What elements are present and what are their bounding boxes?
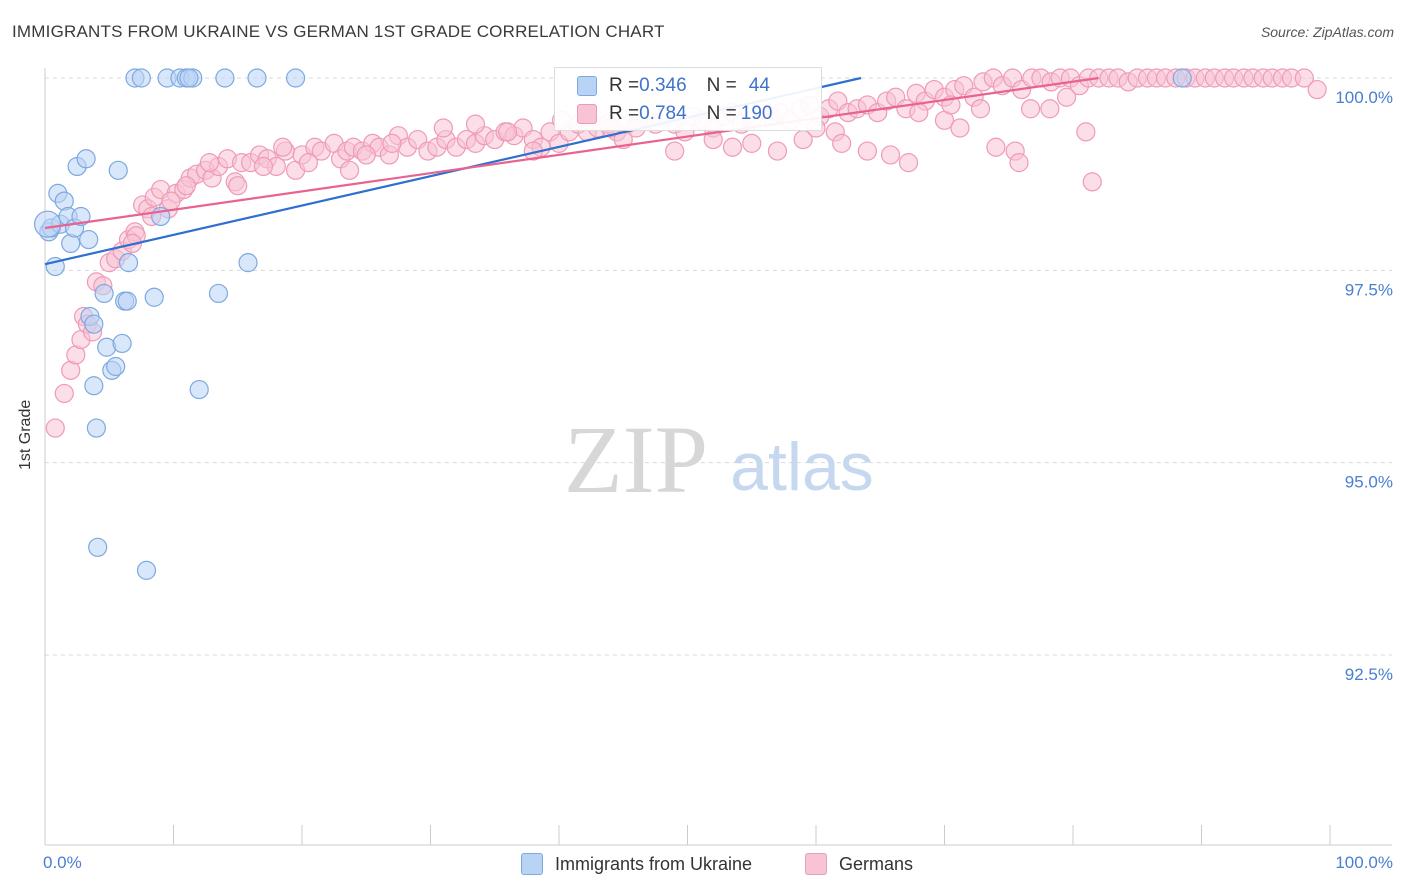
data-point-germans xyxy=(1056,87,1077,107)
correlation-legend: R = 0.346 N = 44 R = 0.784 N = 190 xyxy=(554,67,822,131)
legend-r-value-ukraine: 0.346 xyxy=(639,75,687,96)
data-point-ukraine xyxy=(1172,68,1192,88)
data-point-germans xyxy=(54,383,74,404)
data-point-ukraine xyxy=(71,206,91,227)
data-point-ukraine xyxy=(118,253,139,273)
legend-n-value-germans: 190 xyxy=(740,103,773,124)
data-point-ukraine xyxy=(88,537,108,557)
data-point-germans xyxy=(1307,79,1327,100)
data-point-ukraine xyxy=(106,356,126,377)
y-tick-label: 92.5% xyxy=(1345,665,1393,684)
data-point-ukraine xyxy=(79,229,99,250)
data-point-ukraine xyxy=(208,283,229,304)
watermark: ZIP atlas xyxy=(564,406,874,513)
legend-swatch-germans xyxy=(577,104,597,124)
y-tick-label: 100.0% xyxy=(1335,88,1393,107)
data-point-ukraine xyxy=(179,68,199,88)
data-point-ukraine xyxy=(33,210,62,238)
data-point-germans xyxy=(986,137,1006,157)
y-tick-labels: 92.5% 95.0% 97.5% 100.0% xyxy=(1335,88,1393,684)
legend-r-label: R = xyxy=(609,103,640,124)
data-point-ukraine xyxy=(136,560,157,580)
data-point-germans xyxy=(465,114,486,134)
data-point-ukraine xyxy=(84,376,104,396)
data-point-ukraine xyxy=(108,160,128,180)
data-point-germans xyxy=(176,176,196,196)
data-point-germans xyxy=(767,141,788,161)
data-point-germans xyxy=(253,156,274,177)
data-point-germans xyxy=(970,99,991,119)
legend-row-germans: R = 0.784 N = 190 xyxy=(577,102,772,126)
x-tick-label: 100.0% xyxy=(1335,853,1393,872)
data-point-germans xyxy=(1082,172,1102,192)
data-point-ukraine xyxy=(238,253,258,273)
legend-label-germans: Germans xyxy=(839,853,914,874)
watermark-atlas: atlas xyxy=(730,429,874,505)
data-point-germans xyxy=(228,176,248,196)
gridlines xyxy=(45,77,1392,656)
data-point-germans xyxy=(1294,68,1314,88)
data-point-germans xyxy=(742,133,762,153)
data-point-germans xyxy=(722,137,743,157)
data-point-germans xyxy=(273,137,293,157)
data-point-ukraine xyxy=(144,287,164,307)
watermark-zip: ZIP xyxy=(564,406,708,513)
axes xyxy=(44,68,1392,846)
legend-row-ukraine: R = 0.346 N = 44 xyxy=(577,74,770,98)
y-tick-label: 97.5% xyxy=(1345,280,1393,299)
data-point-germans xyxy=(1040,99,1060,119)
legend-n-label: N = xyxy=(706,75,737,96)
chart-title: IMMIGRANTS FROM UKRAINE VS GERMAN 1ST GR… xyxy=(12,22,665,41)
legend-swatch-ukraine xyxy=(577,76,597,96)
legend-swatch-ukraine xyxy=(521,853,543,875)
data-point-germans xyxy=(498,122,518,142)
legend-item-ukraine[interactable]: Immigrants from Ukraine xyxy=(521,853,752,875)
legend-n-label: N = xyxy=(706,103,737,124)
legend-item-germans[interactable]: Germans xyxy=(805,853,913,875)
data-point-ukraine xyxy=(84,314,104,334)
series-legend: Immigrants from Ukraine Germans xyxy=(0,853,1406,877)
data-point-ukraine xyxy=(86,418,107,438)
data-point-ukraine xyxy=(117,291,137,311)
data-point-ukraine xyxy=(131,68,151,88)
x-tick-label: 0.0% xyxy=(43,853,82,872)
data-point-germans xyxy=(161,191,181,211)
y-tick-label: 95.0% xyxy=(1345,473,1393,492)
data-point-germans xyxy=(832,133,852,153)
source-label: Source: ZipAtlas.com xyxy=(1260,24,1394,40)
data-point-germans xyxy=(339,160,360,180)
data-point-germans xyxy=(880,145,901,165)
data-point-ukraine xyxy=(112,333,132,354)
data-point-germans xyxy=(1009,153,1029,173)
data-point-ukraine xyxy=(285,68,306,88)
data-point-ukraine xyxy=(189,379,209,400)
series-ukraine xyxy=(33,68,1192,580)
data-point-ukraine xyxy=(94,283,114,304)
data-point-germans xyxy=(1020,99,1041,119)
data-point-germans xyxy=(665,141,685,161)
data-point-germans xyxy=(857,141,878,161)
data-point-germans xyxy=(382,133,402,153)
data-point-germans xyxy=(199,153,220,173)
data-point-germans xyxy=(356,145,376,165)
data-point-germans xyxy=(298,153,319,173)
x-tick-labels: 0.0% 100.0% xyxy=(43,853,1393,872)
data-point-germans xyxy=(1076,122,1096,142)
data-point-germans xyxy=(909,103,929,123)
legend-swatch-germans xyxy=(805,853,827,875)
data-point-germans xyxy=(950,118,970,138)
legend-label-ukraine: Immigrants from Ukraine xyxy=(555,853,753,874)
legend-r-label: R = xyxy=(609,75,640,96)
data-point-germans xyxy=(898,153,919,173)
data-point-ukraine xyxy=(247,68,267,88)
legend-r-value-germans: 0.784 xyxy=(639,103,687,124)
legend-n-value-ukraine: 44 xyxy=(748,75,770,96)
trendline-germans xyxy=(44,76,1099,230)
data-point-germans xyxy=(433,118,453,138)
data-point-ukraine xyxy=(76,149,96,169)
data-point-ukraine xyxy=(215,68,235,88)
data-point-germans xyxy=(45,418,65,438)
